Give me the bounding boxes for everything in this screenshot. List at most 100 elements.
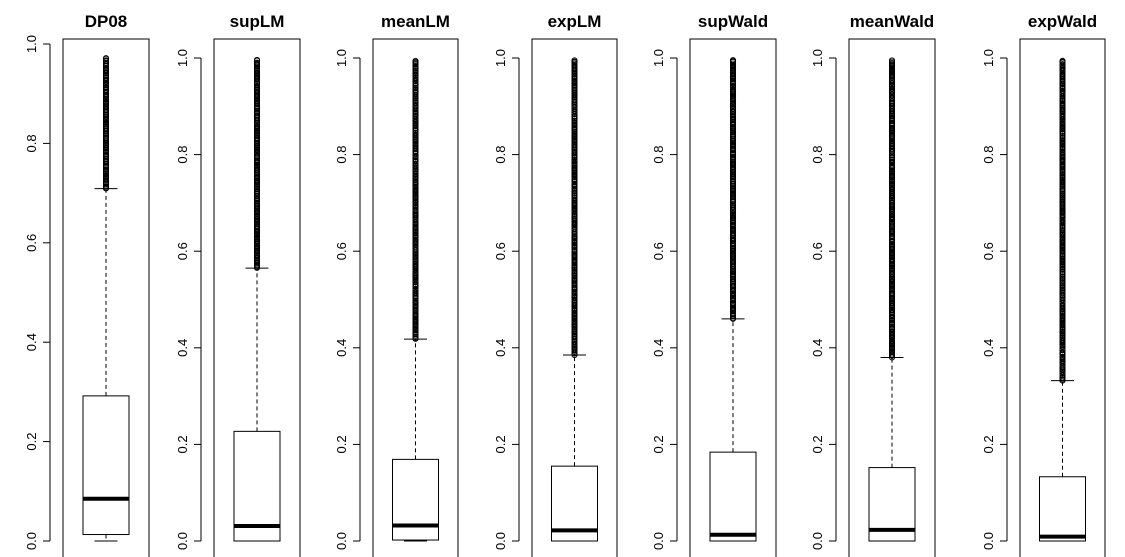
outlier-point (412, 57, 419, 64)
outlier-point (571, 309, 578, 316)
outlier-point (412, 206, 419, 213)
y-tick-label: 0.0 (334, 532, 349, 550)
outlier-point (253, 107, 261, 114)
panel-meanWald: meanWald 0.0 0.2 0.4 0.6 0.8 1.0 (810, 12, 936, 557)
outlier-point (729, 60, 737, 67)
outlier-point (412, 236, 419, 243)
y-tick-label: 0.8 (175, 146, 190, 164)
outlier-point (102, 143, 110, 151)
y-tick-label: 0.6 (810, 242, 825, 260)
outlier-point (888, 156, 896, 163)
iqr-box (233, 430, 281, 542)
plot-frame (62, 38, 150, 557)
outlier-point (729, 180, 737, 187)
y-tick-label: 0.0 (24, 532, 39, 550)
y-tick-label: 0.0 (175, 532, 190, 550)
outlier-point (571, 323, 578, 330)
outlier-point (253, 146, 261, 153)
outlier-point (1059, 226, 1066, 234)
outlier-point (729, 303, 737, 310)
outlier-point (1059, 353, 1066, 360)
panel-supLM: supLM 0.0 0.2 0.4 0.6 0.8 1.0 (175, 12, 301, 557)
outlier-point (253, 185, 261, 193)
panel-expWald: expWald 0.0 0.2 0.4 0.6 0.8 1.0 (981, 12, 1106, 557)
y-tick-label: 0.8 (493, 146, 508, 164)
outlier-point (253, 59, 261, 66)
outlier-point (412, 150, 419, 157)
outlier-point (253, 157, 261, 164)
outlier-point (571, 246, 578, 253)
y-tick-label: 0.4 (981, 339, 996, 357)
y-tick-label: 0.2 (981, 435, 996, 453)
y-tick-label: 1.0 (175, 49, 190, 67)
outlier-point (102, 76, 110, 83)
outlier-point (571, 296, 578, 303)
outlier-point (1059, 273, 1066, 280)
outlier-point (1059, 134, 1066, 141)
panel-title: expLM (548, 12, 602, 31)
outlier-point (888, 323, 896, 330)
outlier-point (571, 156, 578, 163)
outlier-point (253, 56, 261, 63)
plot-frame (689, 38, 777, 557)
plot-frame (531, 38, 618, 557)
panel-DP08: DP08 0.0 0.2 0.4 0.6 0.8 1.0 (24, 12, 150, 557)
y-tick-label: 0.8 (651, 146, 666, 164)
y-tick-label: 0.0 (493, 532, 508, 550)
y-tick-label: 0.0 (810, 532, 825, 550)
panel-title: DP08 (85, 12, 128, 31)
outlier-point (412, 285, 419, 292)
outlier-point (729, 57, 737, 64)
outlier-point (888, 105, 896, 112)
panel-supWald: supWald 0.0 0.2 0.4 0.6 0.8 1.0 (651, 12, 777, 557)
y-tick-label: 0.0 (981, 532, 996, 550)
outlier-point (102, 57, 110, 64)
panel-title: meanWald (850, 12, 934, 31)
outlier-point (1059, 194, 1066, 201)
outlier-point (571, 251, 578, 258)
plot-frame (1019, 38, 1106, 557)
outlier-point (888, 57, 896, 64)
iqr-box (1039, 476, 1086, 542)
y-tick-label: 0.2 (493, 435, 508, 453)
y-tick-label: 0.2 (651, 435, 666, 453)
iqr-box (709, 451, 757, 542)
outlier-point (412, 129, 419, 136)
y-tick-label: 0.6 (175, 242, 190, 260)
outlier-point (1059, 110, 1066, 117)
outlier-point (571, 117, 578, 124)
panel-title: supLM (230, 12, 285, 31)
y-tick-label: 0.0 (651, 532, 666, 550)
outlier-point (888, 325, 896, 332)
outlier-point (102, 172, 110, 179)
outlier-point (102, 55, 110, 62)
outlier-point (253, 195, 261, 202)
outlier-point (888, 290, 896, 297)
outlier-point (412, 91, 419, 98)
outlier-point (571, 57, 578, 64)
iqr-box (392, 458, 439, 541)
outlier-point (571, 288, 578, 295)
y-tick-label: 0.6 (981, 242, 996, 260)
outlier-point (888, 328, 896, 335)
panel-title: expWald (1028, 12, 1097, 31)
panel-expLM: expLM 0.0 0.2 0.4 0.6 0.8 1.0 (493, 12, 618, 557)
outlier-point (253, 97, 261, 104)
outlier-point (729, 206, 737, 213)
outlier-point (253, 152, 261, 159)
outlier-point (729, 153, 737, 160)
y-tick-label: 1.0 (493, 49, 508, 67)
outlier-point (1059, 132, 1066, 139)
y-tick-label: 1.0 (810, 49, 825, 67)
y-tick-label: 0.8 (810, 146, 825, 164)
outlier-point (1059, 61, 1066, 68)
y-tick-label: 0.6 (493, 242, 508, 260)
y-tick-label: 0.4 (334, 339, 349, 357)
outlier-point (1059, 57, 1066, 64)
y-tick-label: 0.2 (24, 433, 39, 451)
plot-frame (213, 38, 301, 557)
outlier-point (412, 315, 419, 322)
outlier-point (412, 102, 419, 109)
outlier-point (1059, 236, 1066, 243)
